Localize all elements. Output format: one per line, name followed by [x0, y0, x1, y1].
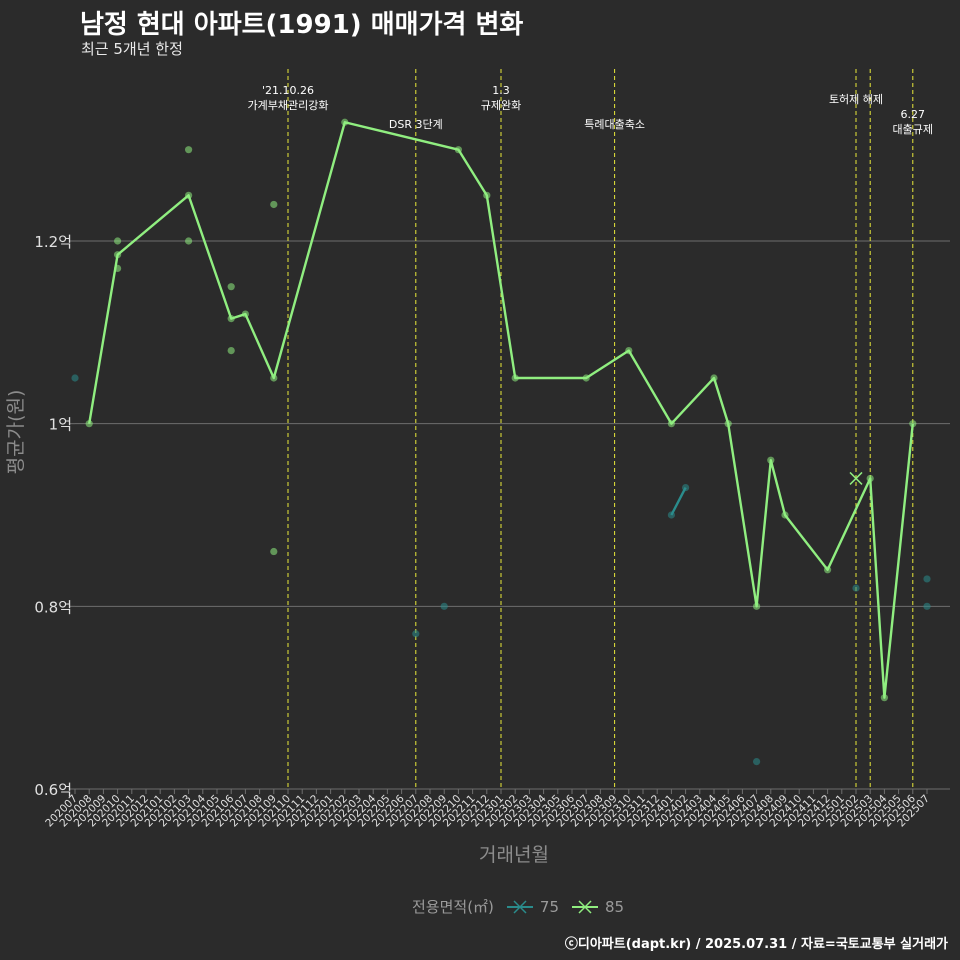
- chart-subtitle: 최근 5개년 한정: [81, 40, 183, 58]
- event-annotation: 토허제 해제: [829, 92, 883, 106]
- y-tick-label: 0.6억: [34, 781, 72, 799]
- data-point-85: [185, 146, 193, 154]
- data-point-85: [114, 237, 122, 245]
- data-point-85: [185, 237, 193, 245]
- source-caption: ⓒ디아파트(dapt.kr) / 2025.07.31 / 자료=국토교통부 실…: [564, 937, 948, 952]
- data-point-85: [582, 374, 590, 382]
- data-point-85: [270, 547, 278, 556]
- series-line-85: [88, 121, 914, 699]
- event-annotation: '21.10.26 가계부채관리강화: [248, 84, 329, 112]
- data-point-85: [625, 347, 633, 355]
- event-annotation: DSR 3단계: [389, 118, 443, 131]
- data-point-85: [227, 347, 235, 355]
- legend-label-75: 75: [539, 897, 559, 916]
- legend-label-85: 85: [605, 897, 625, 916]
- legend-item-75: 75: [506, 898, 559, 916]
- data-point-75: [667, 511, 676, 519]
- data-point-85: [511, 374, 519, 382]
- data-point-85: [454, 146, 462, 154]
- legend-item-85: 85: [571, 898, 624, 916]
- data-point-85: [185, 191, 193, 199]
- data-point-85: [341, 118, 349, 126]
- data-point-85: [880, 694, 889, 702]
- legend: 전용면적(㎡) 75 85: [412, 896, 624, 917]
- data-point-75: [923, 575, 931, 583]
- data-point-75: [923, 602, 931, 610]
- legend-swatch-85-icon: [572, 899, 598, 914]
- data-point-85: [909, 420, 917, 428]
- data-point-75: [682, 484, 690, 492]
- y-tick-label: 1억: [49, 416, 72, 434]
- data-point-85: [667, 420, 676, 428]
- data-point-85: [753, 602, 761, 610]
- y-tick-label: 1.2억: [34, 233, 72, 251]
- data-point-85: [710, 374, 718, 382]
- data-point-85: [824, 566, 832, 574]
- y-axis-title: 평균가(원): [5, 390, 27, 475]
- y-tick-label: 0.8억: [34, 598, 72, 616]
- data-point-85: [724, 420, 732, 428]
- data-point-85: [866, 474, 874, 483]
- x-marker-85: [849, 471, 863, 485]
- data-point-85: [781, 511, 789, 519]
- data-point-85: [270, 374, 278, 382]
- grid: [75, 240, 950, 790]
- data-point-75: [412, 630, 420, 638]
- data-point-75: [852, 584, 860, 592]
- data-point-85: [270, 200, 278, 209]
- series-lines: [88, 121, 914, 699]
- data-point-85: [767, 456, 775, 464]
- data-point-75: [71, 374, 79, 382]
- data-point-75: [753, 758, 761, 766]
- x-axis-title: 거래년월: [479, 844, 549, 866]
- event-annotation: 1.3 규제완화: [481, 84, 521, 112]
- data-point-85: [241, 310, 249, 318]
- data-point-85: [114, 264, 122, 272]
- event-lines: [287, 69, 914, 789]
- data-point-85: [114, 251, 122, 259]
- data-point-85: [227, 283, 235, 291]
- series-line-75: [670, 487, 687, 516]
- data-point-85: [227, 315, 235, 323]
- legend-swatch-75-icon: [506, 899, 533, 914]
- legend-title: 전용면적(㎡): [412, 898, 494, 916]
- y-axis-ticks: 0.6억 0.8억 1억 1.2억: [34, 233, 75, 799]
- data-point-85: [85, 420, 93, 428]
- event-annotation: 특례대출축소: [584, 118, 645, 131]
- x-axis-ticks: 2020072020082020092020102020112020122021…: [43, 789, 932, 829]
- chart-title: 남정 현대 아파트(1991) 매매가격 변화: [80, 10, 524, 40]
- series-points: [71, 118, 931, 766]
- event-annotation: 6.27 대출규제: [893, 108, 933, 136]
- data-point-85: [483, 191, 491, 199]
- data-point-75: [440, 602, 448, 610]
